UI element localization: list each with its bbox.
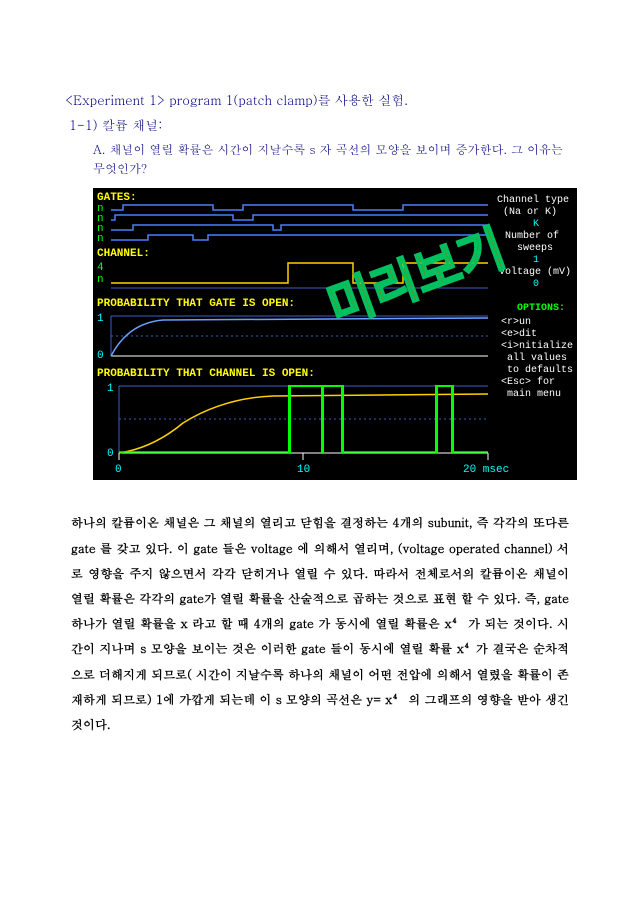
sp-mainmenu: main menu: [507, 388, 561, 400]
sp-run: <r>un: [501, 317, 531, 328]
sp-esc: <Esc> for: [501, 376, 555, 388]
sp-channel-type: Channel type: [497, 194, 569, 206]
prob-gate-curve: [111, 318, 488, 356]
sp-allval: all values: [507, 352, 567, 364]
pulse-bar-2b: [451, 386, 454, 453]
sp-naork: (Na or K): [503, 206, 557, 218]
zero-label-2: 0: [107, 448, 114, 460]
gate-trace-2: [111, 215, 488, 220]
pulse-bar-1c: [341, 386, 344, 453]
channel-trace: [111, 263, 488, 283]
n-green-label: n: [97, 274, 104, 286]
gate-trace-4: [111, 235, 488, 240]
sp-voltage-val: 0: [533, 279, 539, 290]
prob-gate-label: PROBABILITY THAT GATE IS OPEN:: [97, 298, 295, 310]
question-text: A. 채널이 열릴 확률은 시간이 지날수록 s 자 곡선의 모양을 보이며 증…: [65, 140, 575, 178]
prob-channel-curve: [119, 394, 488, 453]
n-label-4: n: [97, 233, 104, 245]
gate-trace-3: [111, 225, 488, 230]
experiment-title: <Experiment 1> program 1(patch clamp)를 사…: [65, 90, 575, 109]
sp-numsw1: Number of: [505, 230, 559, 242]
sp-voltage: Voltage (mV): [499, 266, 571, 278]
page-root: <Experiment 1> program 1(patch clamp)를 사…: [0, 0, 640, 797]
channel-label: CHANNEL:: [97, 248, 150, 260]
xlabel-0: 0: [115, 464, 122, 476]
sp-k: K: [533, 219, 539, 230]
one-label-2: 1: [107, 383, 114, 395]
xlabel-20: 20 msec: [463, 464, 509, 476]
oscilloscope-chart: GATES: n n n n CHANNEL: 4 n: [93, 188, 577, 480]
chart-svg: GATES: n n n n CHANNEL: 4 n: [93, 188, 577, 480]
sp-options: OPTIONS:: [517, 303, 565, 314]
zero-label-1: 0: [97, 350, 104, 362]
prob-channel-label: PROBABILITY THAT CHANNEL IS OPEN:: [97, 368, 315, 380]
sp-init: <i>nitialize: [501, 340, 573, 352]
sp-numsw2: sweeps: [517, 243, 553, 254]
pulse-bar-1a: [288, 386, 291, 453]
one-label-1: 1: [97, 313, 104, 325]
sp-edit: <e>dit: [501, 328, 537, 340]
pulse-bar-2a: [435, 386, 438, 453]
gate-trace-1: [111, 205, 488, 210]
xlabel-10: 10: [297, 464, 310, 476]
explanation-paragraph: 하나의 칼륨이온 채널은 그 채널의 열리고 닫힘을 결정하는 4개의 subu…: [65, 510, 575, 737]
chart-container: GATES: n n n n CHANNEL: 4 n: [65, 188, 575, 480]
four-label: 4: [97, 262, 104, 274]
pulse-bar-1b: [321, 386, 324, 453]
sp-sweeps-val: 1: [533, 255, 539, 266]
sp-defaults: to defaults: [507, 364, 573, 376]
section-subtitle: 1-1) 칼륨 채널:: [65, 115, 575, 134]
